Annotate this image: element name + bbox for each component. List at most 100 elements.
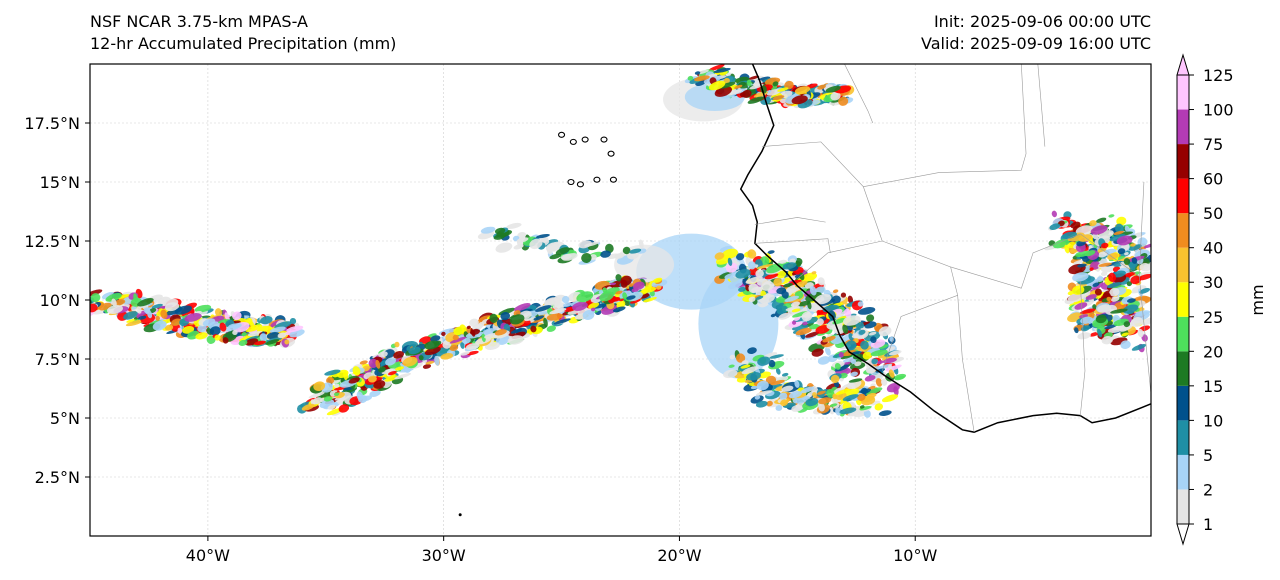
- precip-cell: [1116, 235, 1133, 246]
- precip-cell: [818, 397, 832, 405]
- precip-cell: [863, 409, 871, 418]
- precip-cell: [1107, 326, 1123, 333]
- precip-cell: [418, 355, 424, 361]
- country-border: [957, 295, 975, 433]
- precip-cell: [787, 270, 794, 277]
- precip-cell: [795, 327, 813, 336]
- precip-cell: [308, 392, 325, 399]
- precip-cell: [481, 333, 486, 343]
- precip-cell: [241, 332, 247, 337]
- precip-cell: [151, 303, 163, 309]
- precip-cell: [1084, 250, 1096, 257]
- precip-cell: [858, 329, 866, 335]
- precip-cell: [791, 95, 808, 105]
- island-outline: [576, 181, 584, 188]
- country-border: [754, 217, 826, 225]
- precip-cell: [708, 80, 726, 91]
- precip-cell: [393, 351, 405, 359]
- precip-cell: [465, 343, 480, 350]
- precip-cell: [1089, 267, 1094, 271]
- precip-cell: [1131, 257, 1138, 264]
- precip-cell: [766, 400, 773, 407]
- precip-cell: [801, 311, 813, 322]
- precip-cell: [466, 325, 471, 329]
- island-outline: [581, 136, 589, 143]
- precip-cell: [441, 331, 446, 337]
- precip-cell: [850, 359, 857, 365]
- precip-cell: [228, 323, 242, 329]
- precip-cell: [1101, 336, 1113, 345]
- precip-cell: [506, 222, 522, 229]
- precip-cell: [838, 96, 849, 106]
- precip-cell: [553, 318, 571, 325]
- colorbar-segment: [1177, 282, 1189, 317]
- precip-cell: [612, 306, 626, 313]
- precip-cell: [259, 333, 268, 342]
- precip-cell: [620, 280, 628, 288]
- precip-cell: [541, 236, 549, 243]
- precip-cell: [348, 377, 360, 384]
- precip-cell: [1112, 270, 1126, 278]
- precip-cell: [152, 320, 167, 331]
- precip-cell: [777, 87, 789, 92]
- precip-cell: [850, 371, 858, 377]
- precip-cell: [373, 380, 386, 389]
- precip-cell: [652, 277, 663, 283]
- precip-cell: [1095, 217, 1107, 223]
- lon-tick-label: 20°W: [657, 546, 701, 565]
- precip-cell: [800, 386, 815, 394]
- precip-cell: [775, 367, 781, 375]
- precip-cell: [854, 361, 862, 367]
- precip-cell: [1100, 271, 1108, 277]
- precip-cell: [809, 285, 817, 296]
- lon-tick-label: 40°W: [186, 546, 230, 565]
- colorbar-tick-label: 40: [1203, 239, 1223, 258]
- precip-cell: [870, 349, 888, 357]
- precip-cell: [219, 322, 227, 332]
- precip-cell: [266, 332, 280, 340]
- precip-cell: [835, 407, 842, 416]
- precip-cell: [842, 394, 859, 402]
- precip-cell: [768, 359, 776, 368]
- colorbar-tick-label: 30: [1203, 273, 1223, 292]
- precip-cell: [1123, 321, 1131, 328]
- colorbar-segment: [1177, 489, 1189, 524]
- colorbar-extend-min: [1176, 523, 1190, 546]
- precip-cell: [546, 313, 563, 321]
- precip-cell: [143, 307, 151, 314]
- precip-cell: [875, 378, 883, 387]
- country-border: [863, 64, 1027, 188]
- precip-cell: [460, 342, 465, 349]
- precip-cell: [832, 289, 839, 294]
- precip-cell: [480, 226, 496, 234]
- precip-cell: [599, 291, 614, 302]
- precip-cell: [769, 354, 784, 359]
- precip-cell: [1139, 287, 1151, 294]
- precip-cell: [1137, 273, 1151, 281]
- precip-cell: [748, 75, 760, 80]
- precip-cell: [638, 239, 644, 249]
- precip-cell: [834, 364, 850, 372]
- precip-cell: [885, 364, 902, 372]
- precip-cell: [549, 308, 567, 315]
- colorbar-tick-label: 1: [1203, 515, 1213, 534]
- precip-cell: [123, 311, 138, 320]
- precip-cell: [1108, 214, 1115, 218]
- precip-cell: [555, 247, 570, 255]
- colorbar-tick-label: 50: [1203, 204, 1223, 223]
- precip-cell: [1131, 343, 1147, 351]
- precip-cell: [1049, 223, 1061, 230]
- precip-cell: [301, 403, 315, 411]
- precip-cell: [1074, 302, 1088, 310]
- precip-cell: [1090, 225, 1108, 235]
- precip-cell: [1109, 287, 1120, 297]
- precip-cell: [576, 291, 594, 303]
- precip-cell: [1094, 288, 1102, 296]
- precip-cell: [202, 318, 216, 327]
- precip-cell: [1109, 233, 1126, 242]
- precip-cell: [723, 369, 738, 379]
- precip-cell: [572, 301, 588, 311]
- precip-cell: [842, 350, 857, 357]
- precip-cell: [111, 298, 117, 308]
- precip-cell: [125, 319, 144, 327]
